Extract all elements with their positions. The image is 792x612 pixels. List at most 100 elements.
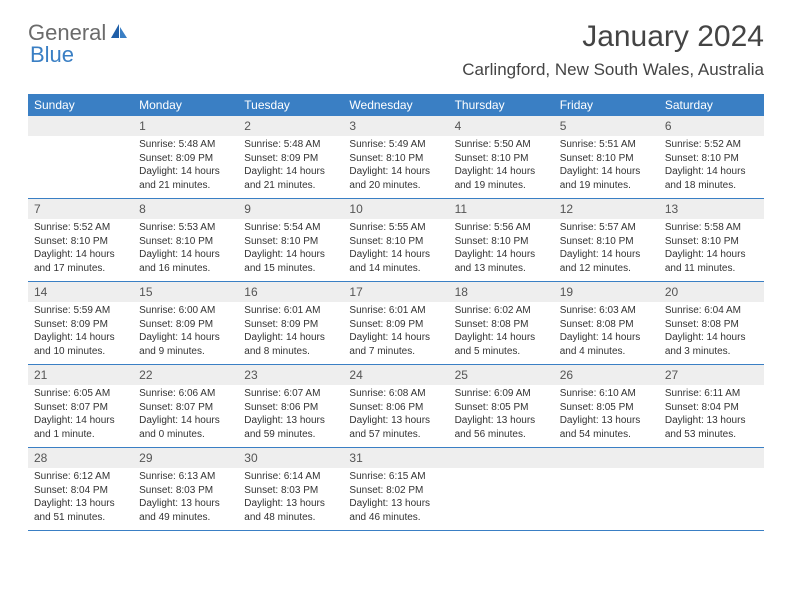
cell-body: Sunrise: 6:06 AMSunset: 8:07 PMDaylight:… <box>133 385 238 445</box>
cell-body: Sunrise: 5:57 AMSunset: 8:10 PMDaylight:… <box>554 219 659 279</box>
calendar-cell: 16Sunrise: 6:01 AMSunset: 8:09 PMDayligh… <box>238 282 343 364</box>
sunrise-text: Sunrise: 5:59 AM <box>34 304 127 318</box>
calendar-cell: 14Sunrise: 5:59 AMSunset: 8:09 PMDayligh… <box>28 282 133 364</box>
sunrise-text: Sunrise: 6:13 AM <box>139 470 232 484</box>
sunset-text: Sunset: 8:10 PM <box>34 235 127 249</box>
cell-body: Sunrise: 5:56 AMSunset: 8:10 PMDaylight:… <box>449 219 554 279</box>
cell-body: Sunrise: 6:08 AMSunset: 8:06 PMDaylight:… <box>343 385 448 445</box>
sunset-text: Sunset: 8:10 PM <box>560 152 653 166</box>
day-number: 18 <box>449 282 554 302</box>
daylight2-text: and 5 minutes. <box>455 345 548 359</box>
logo-text-blue: Blue <box>30 42 74 67</box>
day-number: 9 <box>238 199 343 219</box>
daylight1-text: Daylight: 14 hours <box>455 331 548 345</box>
daylight1-text: Daylight: 14 hours <box>139 331 232 345</box>
sunset-text: Sunset: 8:10 PM <box>455 235 548 249</box>
calendar-cell: 30Sunrise: 6:14 AMSunset: 8:03 PMDayligh… <box>238 448 343 530</box>
day-number: 25 <box>449 365 554 385</box>
day-number: 2 <box>238 116 343 136</box>
cell-body: Sunrise: 6:09 AMSunset: 8:05 PMDaylight:… <box>449 385 554 445</box>
calendar: Sunday Monday Tuesday Wednesday Thursday… <box>28 94 764 531</box>
sunset-text: Sunset: 8:10 PM <box>139 235 232 249</box>
calendar-cell: 12Sunrise: 5:57 AMSunset: 8:10 PMDayligh… <box>554 199 659 281</box>
sunset-text: Sunset: 8:05 PM <box>560 401 653 415</box>
calendar-cell <box>28 116 133 198</box>
sunrise-text: Sunrise: 5:54 AM <box>244 221 337 235</box>
cell-body: Sunrise: 5:52 AMSunset: 8:10 PMDaylight:… <box>28 219 133 279</box>
calendar-cell: 13Sunrise: 5:58 AMSunset: 8:10 PMDayligh… <box>659 199 764 281</box>
calendar-cell: 11Sunrise: 5:56 AMSunset: 8:10 PMDayligh… <box>449 199 554 281</box>
calendar-cell: 2Sunrise: 5:48 AMSunset: 8:09 PMDaylight… <box>238 116 343 198</box>
day-number: 13 <box>659 199 764 219</box>
cell-body: Sunrise: 6:02 AMSunset: 8:08 PMDaylight:… <box>449 302 554 362</box>
cell-body: Sunrise: 5:53 AMSunset: 8:10 PMDaylight:… <box>133 219 238 279</box>
daylight2-text: and 59 minutes. <box>244 428 337 442</box>
daylight1-text: Daylight: 14 hours <box>665 248 758 262</box>
sunset-text: Sunset: 8:04 PM <box>34 484 127 498</box>
week-row: 28Sunrise: 6:12 AMSunset: 8:04 PMDayligh… <box>28 448 764 531</box>
day-number <box>554 448 659 468</box>
header: General January 2024 Carlingford, New So… <box>0 0 792 80</box>
daylight2-text: and 53 minutes. <box>665 428 758 442</box>
daylight2-text: and 10 minutes. <box>34 345 127 359</box>
sunrise-text: Sunrise: 5:55 AM <box>349 221 442 235</box>
day-number: 14 <box>28 282 133 302</box>
sunrise-text: Sunrise: 6:09 AM <box>455 387 548 401</box>
daylight2-text: and 20 minutes. <box>349 179 442 193</box>
cell-body: Sunrise: 5:52 AMSunset: 8:10 PMDaylight:… <box>659 136 764 196</box>
calendar-cell <box>554 448 659 530</box>
sunrise-text: Sunrise: 6:15 AM <box>349 470 442 484</box>
cell-body <box>659 468 764 474</box>
sunset-text: Sunset: 8:02 PM <box>349 484 442 498</box>
daylight1-text: Daylight: 14 hours <box>244 331 337 345</box>
sunrise-text: Sunrise: 6:11 AM <box>665 387 758 401</box>
daylight2-text: and 8 minutes. <box>244 345 337 359</box>
calendar-cell: 6Sunrise: 5:52 AMSunset: 8:10 PMDaylight… <box>659 116 764 198</box>
cell-body: Sunrise: 6:03 AMSunset: 8:08 PMDaylight:… <box>554 302 659 362</box>
daylight1-text: Daylight: 14 hours <box>139 248 232 262</box>
sunrise-text: Sunrise: 6:07 AM <box>244 387 337 401</box>
cell-body: Sunrise: 5:59 AMSunset: 8:09 PMDaylight:… <box>28 302 133 362</box>
calendar-cell <box>449 448 554 530</box>
daylight2-text: and 7 minutes. <box>349 345 442 359</box>
sunset-text: Sunset: 8:07 PM <box>34 401 127 415</box>
week-row: 14Sunrise: 5:59 AMSunset: 8:09 PMDayligh… <box>28 282 764 365</box>
sunset-text: Sunset: 8:08 PM <box>665 318 758 332</box>
daylight1-text: Daylight: 14 hours <box>139 165 232 179</box>
daylight2-text: and 1 minute. <box>34 428 127 442</box>
daylight2-text: and 19 minutes. <box>560 179 653 193</box>
day-number: 22 <box>133 365 238 385</box>
calendar-cell: 17Sunrise: 6:01 AMSunset: 8:09 PMDayligh… <box>343 282 448 364</box>
calendar-cell: 1Sunrise: 5:48 AMSunset: 8:09 PMDaylight… <box>133 116 238 198</box>
sunset-text: Sunset: 8:10 PM <box>560 235 653 249</box>
sunset-text: Sunset: 8:10 PM <box>349 235 442 249</box>
daylight1-text: Daylight: 14 hours <box>665 331 758 345</box>
day-number: 5 <box>554 116 659 136</box>
daylight1-text: Daylight: 14 hours <box>349 165 442 179</box>
sunrise-text: Sunrise: 6:04 AM <box>665 304 758 318</box>
calendar-cell: 22Sunrise: 6:06 AMSunset: 8:07 PMDayligh… <box>133 365 238 447</box>
cell-body: Sunrise: 6:07 AMSunset: 8:06 PMDaylight:… <box>238 385 343 445</box>
month-year-title: January 2024 <box>462 20 764 54</box>
daylight2-text: and 21 minutes. <box>139 179 232 193</box>
daylight1-text: Daylight: 13 hours <box>34 497 127 511</box>
cell-body: Sunrise: 5:54 AMSunset: 8:10 PMDaylight:… <box>238 219 343 279</box>
sunrise-text: Sunrise: 5:56 AM <box>455 221 548 235</box>
daylight2-text: and 18 minutes. <box>665 179 758 193</box>
day-header-tue: Tuesday <box>238 94 343 116</box>
daylight1-text: Daylight: 14 hours <box>244 165 337 179</box>
day-number: 11 <box>449 199 554 219</box>
day-header-sat: Saturday <box>659 94 764 116</box>
sunset-text: Sunset: 8:04 PM <box>665 401 758 415</box>
daylight2-text: and 19 minutes. <box>455 179 548 193</box>
cell-body: Sunrise: 6:14 AMSunset: 8:03 PMDaylight:… <box>238 468 343 528</box>
daylight2-text: and 48 minutes. <box>244 511 337 525</box>
sunset-text: Sunset: 8:06 PM <box>244 401 337 415</box>
title-block: January 2024 Carlingford, New South Wale… <box>462 20 764 80</box>
day-number: 24 <box>343 365 448 385</box>
cell-body: Sunrise: 6:04 AMSunset: 8:08 PMDaylight:… <box>659 302 764 362</box>
daylight1-text: Daylight: 13 hours <box>244 414 337 428</box>
sunset-text: Sunset: 8:03 PM <box>244 484 337 498</box>
day-number: 19 <box>554 282 659 302</box>
daylight2-text: and 16 minutes. <box>139 262 232 276</box>
